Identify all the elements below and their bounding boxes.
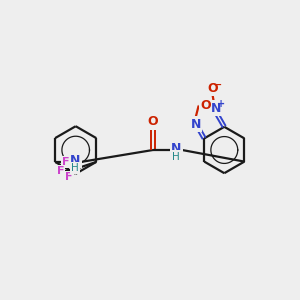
Text: O: O: [148, 115, 158, 128]
Text: N: N: [190, 118, 201, 130]
Text: O: O: [207, 82, 217, 94]
Text: H: H: [71, 164, 79, 173]
Text: +: +: [217, 98, 225, 109]
Text: O: O: [200, 99, 211, 112]
Text: H: H: [172, 152, 180, 161]
Text: F: F: [56, 166, 64, 176]
Text: N: N: [171, 142, 181, 155]
Text: F: F: [65, 172, 73, 182]
Text: F: F: [62, 157, 70, 167]
Text: N: N: [70, 154, 80, 167]
Text: −: −: [213, 80, 222, 90]
Text: N: N: [211, 101, 221, 115]
